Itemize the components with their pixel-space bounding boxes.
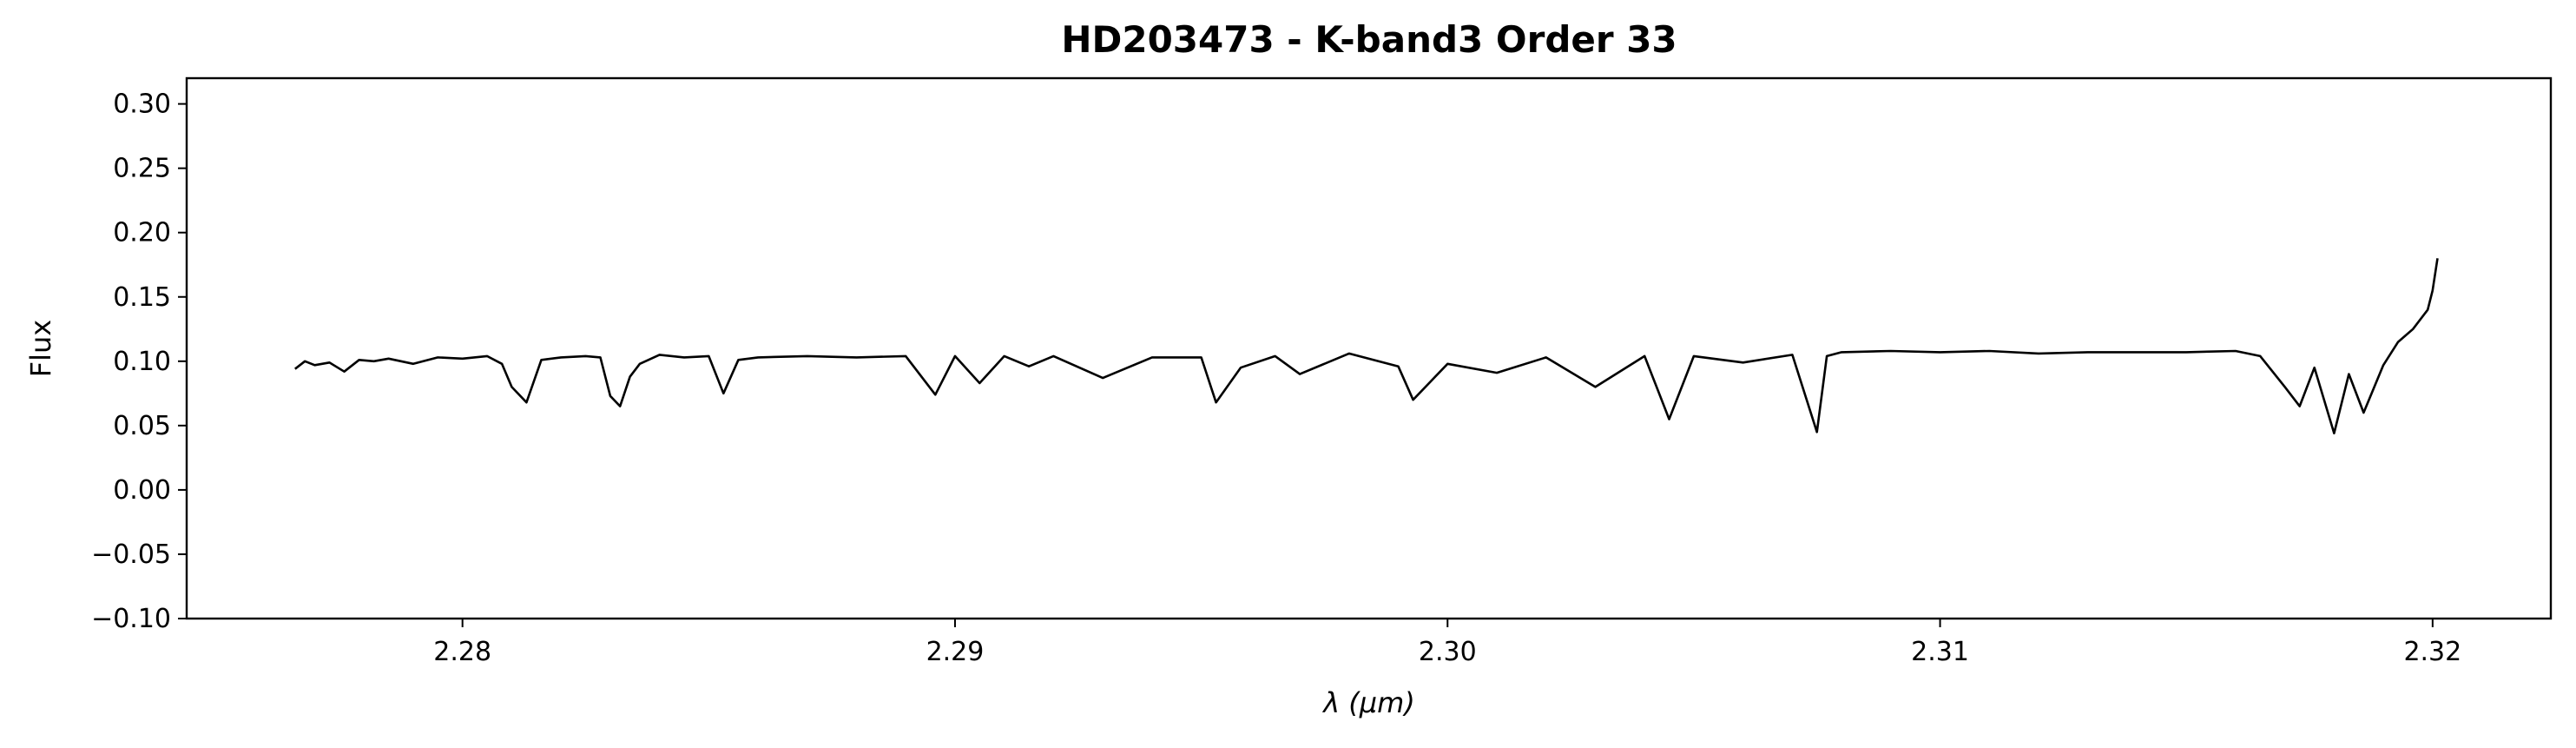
x-tick-label: 2.32 bbox=[2403, 637, 2461, 667]
x-tick-label: 2.30 bbox=[1419, 637, 1477, 667]
x-tick-label: 2.29 bbox=[926, 637, 985, 667]
y-tick-label: −0.05 bbox=[91, 539, 171, 570]
x-tick-label: 2.31 bbox=[1911, 637, 1969, 667]
y-tick-label: 0.10 bbox=[113, 347, 171, 377]
y-tick-label: 0.15 bbox=[113, 282, 171, 313]
plot-frame bbox=[185, 76, 2553, 620]
x-axis: 2.28 2.29 2.30 2.31 2.32 bbox=[433, 619, 2461, 667]
chart-title: HD203473 - K-band3 Order 33 bbox=[1061, 18, 1677, 61]
y-axis: −0.10 −0.05 0.00 0.05 0.10 0.15 0.20 0.25 0.30 bbox=[91, 89, 187, 634]
y-tick-label: −0.10 bbox=[91, 604, 171, 634]
y-tick-label: 0.30 bbox=[113, 89, 171, 120]
y-tick-label: 0.20 bbox=[113, 218, 171, 248]
x-tick-label: 2.28 bbox=[433, 637, 491, 667]
y-axis-label: Flux bbox=[24, 320, 57, 378]
flux-series-line bbox=[294, 258, 2439, 434]
x-axis-label: λ (μm) bbox=[1321, 686, 1415, 719]
y-tick-label: 0.05 bbox=[113, 411, 171, 441]
y-tick-label: 0.25 bbox=[113, 154, 171, 184]
y-tick-label: 0.00 bbox=[113, 475, 171, 506]
